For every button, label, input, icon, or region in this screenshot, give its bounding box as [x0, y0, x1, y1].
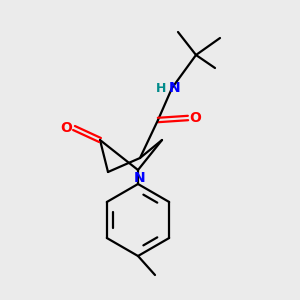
Text: H: H [156, 82, 166, 94]
Text: O: O [189, 111, 201, 125]
Text: N: N [134, 171, 146, 185]
Text: N: N [169, 81, 181, 95]
Text: O: O [60, 121, 72, 135]
